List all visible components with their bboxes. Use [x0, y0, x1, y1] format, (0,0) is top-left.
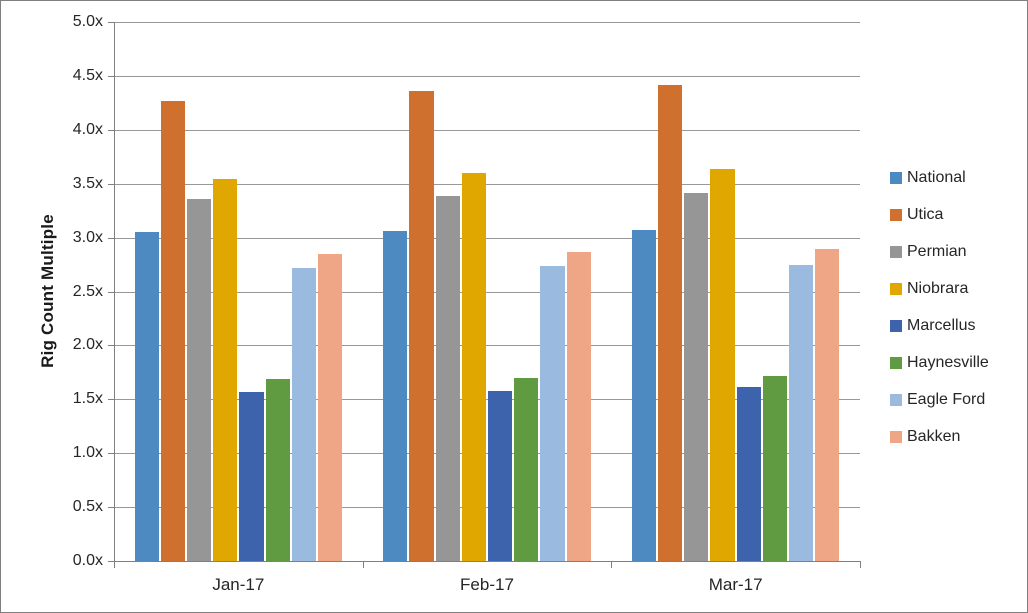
bar-niobrara-feb-17 [461, 172, 486, 561]
bar-haynesville-mar-17 [762, 375, 787, 561]
legend-label: Niobrara [907, 279, 969, 297]
y-tick-label: 1.0x [72, 444, 103, 462]
legend-label: National [907, 168, 966, 186]
gridline [114, 507, 860, 509]
gridline [114, 183, 860, 185]
bar-marcellus-feb-17 [488, 390, 513, 561]
gridline [114, 345, 860, 347]
bar-niobrara-mar-17 [710, 168, 735, 561]
legend-label: Bakken [907, 427, 961, 445]
bar-haynesville-jan-17 [265, 378, 290, 561]
bar-utica-jan-17 [160, 100, 185, 561]
bar-permian-mar-17 [684, 193, 709, 561]
bar-eagle-ford-mar-17 [789, 264, 814, 561]
y-tick-label: 2.5x [72, 282, 103, 300]
legend-swatch-eagle-ford [890, 393, 902, 406]
x-tick-mark [611, 561, 613, 568]
x-axis-line [114, 561, 861, 562]
y-tick-mark [108, 291, 114, 293]
bar-bakken-mar-17 [815, 249, 840, 561]
legend-label: Marcellus [907, 316, 976, 334]
y-tick-mark [108, 561, 114, 562]
x-category-label: Feb-17 [460, 575, 514, 594]
y-tick-mark [108, 22, 114, 23]
bar-bakken-feb-17 [566, 251, 591, 561]
y-tick-mark [108, 453, 114, 455]
bar-eagle-ford-feb-17 [540, 265, 565, 561]
legend-item-haynesville: Haynesville [890, 353, 989, 372]
gridline [114, 453, 860, 455]
legend-swatch-national [890, 171, 902, 184]
bar-national-feb-17 [383, 231, 408, 561]
gridline [114, 22, 860, 23]
gridline [114, 75, 860, 77]
y-tick-mark [108, 507, 114, 509]
y-tick-label: 1.5x [72, 390, 103, 408]
legend-label: Eagle Ford [907, 390, 986, 408]
gridline [114, 399, 860, 401]
legend-swatch-haynesville [890, 356, 902, 369]
y-tick-mark [108, 183, 114, 185]
legend-label: Utica [907, 205, 944, 223]
legend-item-niobrara: Niobrara [890, 279, 989, 298]
legend-item-national: National [890, 168, 989, 187]
legend-swatch-marcellus [890, 319, 902, 332]
y-tick-mark [108, 345, 114, 347]
legend-swatch-bakken [890, 430, 902, 443]
bar-bakken-jan-17 [317, 253, 343, 561]
bar-eagle-ford-jan-17 [291, 267, 316, 561]
gridline [114, 237, 860, 239]
y-tick-label: 0.0x [72, 552, 103, 569]
y-tick-label: 5.0x [72, 13, 103, 30]
gridline [114, 129, 860, 131]
legend-label: Permian [907, 242, 967, 260]
bar-national-mar-17 [631, 230, 657, 561]
legend-swatch-permian [890, 245, 902, 258]
bar-utica-mar-17 [658, 84, 683, 561]
legend-item-eagle-ford: Eagle Ford [890, 390, 989, 409]
bar-permian-feb-17 [435, 195, 460, 561]
bar-niobrara-jan-17 [213, 179, 238, 561]
bar-marcellus-jan-17 [239, 391, 264, 561]
legend-swatch-niobrara [890, 282, 902, 295]
x-category-label: Mar-17 [708, 575, 763, 594]
legend: National Utica Permian Niobrara Marcellus Hay… [890, 168, 989, 464]
legend-swatch-utica [890, 208, 902, 221]
y-tick-label: 4.5x [72, 66, 103, 84]
bar-marcellus-mar-17 [736, 387, 761, 561]
x-tick-mark [860, 561, 861, 568]
y-tick-label: 2.0x [72, 336, 103, 354]
y-tick-label: 0.5x [72, 498, 103, 516]
y-tick-label: 3.0x [72, 228, 103, 246]
x-tick-mark [362, 561, 364, 568]
gridline [114, 291, 860, 293]
legend-item-utica: Utica [890, 205, 989, 224]
y-tick-label: 3.5x [72, 174, 103, 192]
legend-item-marcellus: Marcellus [890, 316, 989, 335]
legend-label: Haynesville [907, 353, 989, 371]
bar-haynesville-feb-17 [514, 377, 539, 561]
x-tick-mark [114, 561, 115, 568]
y-axis-line [114, 22, 115, 561]
legend-item-bakken: Bakken [890, 427, 989, 446]
y-tick-label: 4.0x [72, 120, 103, 138]
y-tick-mark [108, 129, 114, 131]
bar-utica-feb-17 [409, 90, 434, 561]
y-tick-mark [108, 75, 114, 77]
bar-national-jan-17 [134, 232, 159, 561]
bar-permian-jan-17 [186, 198, 212, 561]
legend-item-permian: Permian [890, 242, 989, 261]
y-tick-mark [108, 399, 114, 401]
x-category-label: Jan-17 [212, 575, 265, 594]
y-tick-mark [108, 237, 114, 239]
